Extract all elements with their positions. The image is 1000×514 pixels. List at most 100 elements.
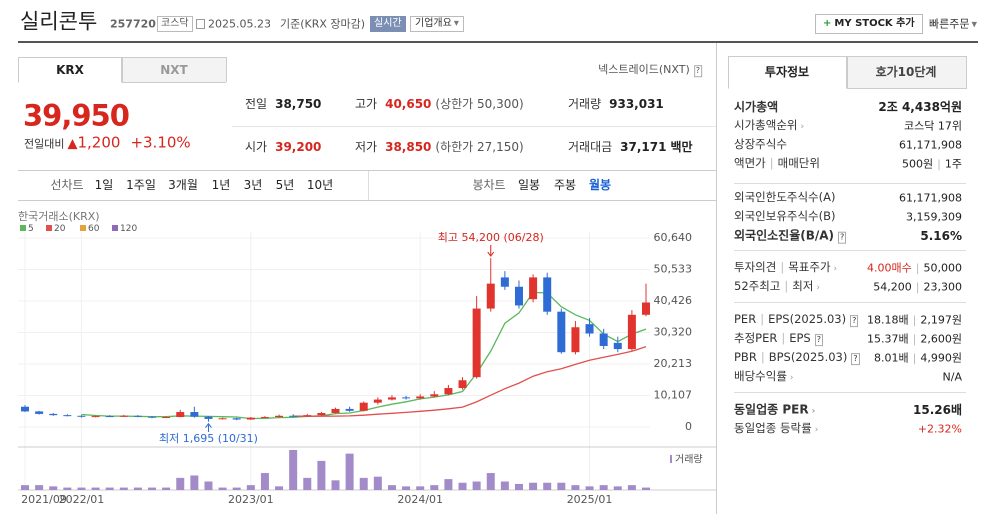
quick-order-button[interactable]: 빠른주문 ▾: [929, 17, 977, 30]
divider: |: [915, 261, 920, 275]
moving-average-line: [293, 345, 647, 417]
legend-swatch: [112, 225, 118, 231]
candle-button[interactable]: 주봉: [553, 177, 577, 192]
info-value-text: +2.32%: [917, 422, 962, 436]
info-value-text: 500원: [902, 157, 934, 171]
volume-legend-label: 거래량: [675, 454, 703, 466]
info-label: 외국인한도주식수(A): [734, 190, 835, 205]
info-tab-label[interactable]: 호가10단계: [875, 64, 937, 79]
info-label-text: 매매단위: [777, 156, 820, 171]
volume-bar: [402, 486, 411, 490]
realtime-badge[interactable]: 실시간: [370, 16, 406, 32]
y-tick-label: 60,640: [654, 231, 693, 244]
y-tick-label: 40,426: [654, 294, 693, 307]
candle-button[interactable]: 월봉: [588, 177, 612, 192]
info-tab[interactable]: [847, 56, 967, 89]
info-label-text: 외국인소진율(B/A): [734, 228, 835, 243]
candle-body: [642, 302, 650, 315]
volume-bar: [599, 485, 608, 490]
y-tick-label: 10,107: [654, 388, 693, 401]
period-button[interactable]: 5년: [275, 177, 295, 192]
legend-label: 5: [28, 224, 34, 234]
period-button[interactable]: 1일: [94, 177, 114, 192]
candle-body: [486, 283, 495, 309]
volume-bar: [289, 450, 298, 490]
info-tab[interactable]: [728, 56, 847, 89]
volume-bar: [571, 485, 580, 490]
candle-body: [63, 415, 72, 417]
candle-body: [49, 413, 58, 416]
quote-cell: 고가 40,650 (상한가 50,300): [355, 97, 524, 111]
x-tick-label: 2023/01: [228, 493, 274, 506]
info-label: 외국인보유주식수(B): [734, 209, 836, 224]
legend-swatch: [46, 225, 52, 231]
volume-bar: [514, 483, 523, 490]
calendar-icon: [196, 19, 205, 29]
exchange-tab[interactable]: [18, 57, 122, 83]
dropdown-arrow: ▾: [971, 17, 978, 31]
period-button[interactable]: 1주일: [126, 177, 156, 192]
candle-body: [119, 415, 128, 417]
exchange-tab-label[interactable]: KRX: [56, 62, 84, 77]
volume-bar: [486, 473, 495, 490]
info-label-text: 목표주가: [788, 260, 831, 275]
volume-bar: [190, 475, 199, 490]
volume-bar: [275, 486, 284, 490]
min-arrow-head: [205, 422, 212, 429]
candle-body: [162, 417, 171, 419]
stock-code: 257720: [110, 17, 156, 31]
info-value-text: 61,171,908: [899, 191, 962, 205]
quote-label: 고가: [355, 96, 378, 111]
company-info-button[interactable]: 기업개요 ▾: [410, 16, 464, 32]
quote-label: 전일: [245, 96, 268, 111]
volume-bar: [317, 460, 326, 490]
volume-bar: [260, 473, 269, 490]
candle-body: [218, 418, 227, 420]
candle-body: [148, 416, 157, 418]
period-button[interactable]: 3년: [243, 177, 263, 192]
candle-button[interactable]: 일봉: [517, 177, 541, 192]
volume-bar: [176, 477, 185, 490]
y-tick-label: 30,320: [654, 326, 693, 339]
candle-body: [444, 388, 453, 395]
market-badge: 코스닥: [157, 16, 193, 32]
volume-bar: [63, 487, 72, 490]
candle-body: [275, 415, 284, 418]
info-value-text: 4.00매수: [867, 261, 912, 275]
section-separator: [734, 183, 966, 184]
company-info-label: 기업개요: [415, 18, 452, 29]
nxt-link[interactable]: 넥스트레이드(NXT)?: [598, 63, 702, 77]
period-button[interactable]: 3개월: [168, 177, 198, 192]
info-label-text: 52주최고: [734, 279, 781, 294]
info-value: 61,171,908: [899, 138, 962, 151]
info-label-text: 동일업종 PER: [734, 402, 809, 417]
quote-value: 38,850: [385, 139, 432, 154]
x-tick-label: 2025/01: [567, 493, 613, 506]
candle-body: [133, 415, 142, 417]
exchange-tab[interactable]: [122, 57, 227, 83]
info-value: 15.26배: [913, 403, 962, 417]
info-tab-label[interactable]: 투자정보: [764, 64, 810, 79]
volume-bar: [303, 477, 312, 490]
candle-body: [557, 311, 566, 353]
quote-value: 40,650: [385, 96, 432, 111]
link-arrow: ›: [833, 264, 838, 275]
divider: |: [769, 156, 774, 171]
link-arrow: ›: [811, 406, 816, 417]
volume-bar: [204, 481, 213, 490]
up-arrow: ▲: [67, 136, 78, 152]
candle-body: [345, 408, 354, 411]
candle-body: [529, 277, 538, 300]
my-stock-button[interactable]: + MY STOCK 추가: [815, 14, 923, 34]
volume-bar: [345, 453, 354, 490]
quote-unit: 백만: [670, 139, 693, 154]
period-button[interactable]: 10년: [306, 177, 334, 192]
divider: |: [912, 332, 917, 346]
candle-body: [260, 417, 269, 419]
exchange-tab-label[interactable]: NXT: [160, 62, 188, 77]
volume-bar: [585, 486, 594, 490]
info-label: PER | EPS(2025.03)?: [734, 312, 859, 327]
volume-bar: [77, 487, 86, 490]
period-button[interactable]: 1년: [211, 177, 231, 192]
legend-label: 60: [88, 224, 100, 234]
